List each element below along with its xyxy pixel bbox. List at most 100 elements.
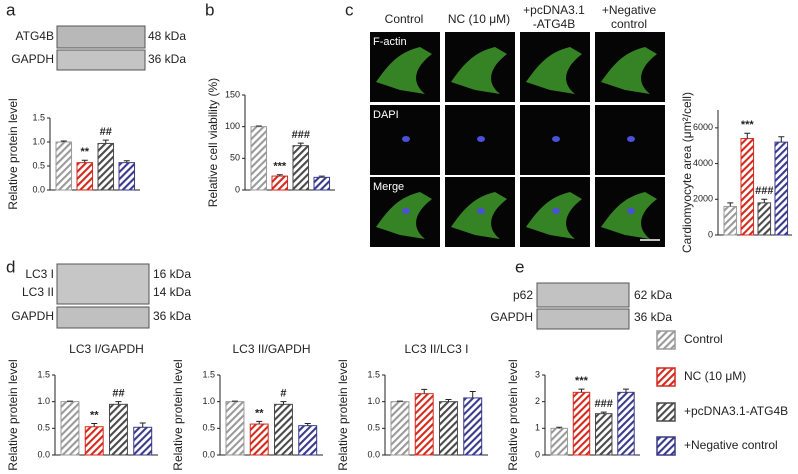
significance: ** — [80, 146, 89, 158]
bar — [109, 403, 128, 456]
legend-swatch — [656, 436, 676, 456]
blot-label: ATG4B — [16, 29, 54, 43]
legend-swatch — [656, 402, 676, 422]
bar — [550, 427, 568, 456]
y-tick-label: 0.5 — [367, 423, 380, 433]
y-tick-label: 0 — [708, 229, 713, 239]
error-bar — [778, 136, 785, 143]
bar — [225, 401, 245, 456]
y-tick-label: 0 — [535, 449, 540, 459]
bar — [390, 401, 410, 456]
significance: ### — [595, 398, 613, 410]
cell-shape — [451, 47, 507, 94]
y-tick-label: 1.0 — [367, 396, 380, 406]
cell-shape — [451, 192, 507, 239]
error-bar — [255, 125, 262, 127]
legend-swatch — [656, 330, 676, 350]
row-label: DAPI — [373, 109, 399, 121]
blot-strip — [56, 25, 146, 49]
bar — [313, 176, 331, 191]
legend-label: +Negative control — [684, 438, 778, 452]
error-bar — [761, 198, 768, 203]
error-bar — [304, 423, 311, 426]
blot-strip — [536, 282, 630, 308]
bar — [298, 425, 318, 456]
blot-label: GAPDH — [11, 309, 54, 323]
error-bar — [622, 388, 629, 393]
cell-shape — [601, 47, 657, 94]
cell-shape — [376, 192, 432, 239]
error-bar — [556, 426, 563, 429]
panel-label: d — [6, 257, 15, 276]
blot-label: p62 — [513, 288, 533, 302]
significance: *** — [273, 161, 287, 173]
significance: ** — [255, 407, 264, 419]
row-label: F-actin — [373, 36, 407, 48]
bar — [249, 423, 269, 456]
column-header: control — [611, 17, 647, 31]
y-tick-label: 100 — [225, 121, 240, 131]
y-tick-label: 4000 — [693, 158, 713, 168]
error-bar — [318, 175, 325, 178]
bar — [414, 393, 434, 456]
y-tick-label: 150 — [225, 89, 240, 99]
error-bar — [256, 420, 263, 425]
column-header: +pcDNA3.1 — [523, 3, 585, 17]
nucleus — [552, 136, 560, 142]
cell-shape — [601, 192, 657, 239]
blot-strip — [536, 308, 630, 330]
y-axis-label: Relative protein level — [6, 359, 20, 470]
significance: ## — [112, 388, 124, 400]
blot-size: 36 kDa — [153, 309, 191, 323]
y-tick-label: 0.5 — [37, 423, 50, 433]
error-bar — [280, 401, 287, 405]
cell-shape — [526, 47, 582, 94]
y-tick-label: 0.0 — [202, 449, 215, 459]
significance: *** — [575, 375, 589, 387]
significance: *** — [741, 119, 755, 131]
bar — [439, 401, 458, 456]
bar — [76, 162, 94, 191]
error-bar — [139, 422, 146, 428]
y-tick-label: 1.5 — [202, 369, 215, 379]
bar — [572, 391, 591, 456]
bar — [617, 391, 635, 456]
y-tick-label: 0.0 — [367, 449, 380, 459]
nucleus — [627, 208, 635, 214]
blot-size: 36 kDa — [634, 310, 672, 324]
y-tick-label: 1.0 — [37, 396, 50, 406]
blot-size: 62 kDa — [634, 288, 672, 302]
error-bar — [445, 399, 452, 402]
bar — [60, 401, 80, 456]
bar — [271, 175, 289, 191]
blot-label: GAPDH — [11, 52, 54, 66]
significance: ### — [292, 129, 310, 141]
error-bar — [469, 391, 476, 398]
blot-strip — [56, 49, 146, 71]
cell-shape — [526, 192, 582, 239]
significance: ## — [100, 126, 112, 138]
y-tick-label: 1.0 — [202, 396, 215, 406]
y-axis-label: Relative cell viability (%) — [206, 78, 220, 207]
cell-shape — [376, 47, 432, 94]
y-axis-label: Relative protein level — [171, 359, 185, 470]
error-bar — [115, 401, 122, 405]
bar — [595, 413, 613, 456]
y-tick-label: 2 — [535, 396, 540, 406]
y-tick-label: 50 — [230, 153, 240, 163]
significance: ### — [755, 185, 773, 197]
error-bar — [421, 388, 428, 394]
y-tick-label: 2000 — [693, 194, 713, 204]
y-tick-label: 0.0 — [37, 449, 50, 459]
blot-size: 14 kDa — [153, 285, 191, 299]
y-axis-label: Cardiomyocyte area (μm²/cell) — [680, 92, 694, 253]
error-bar — [578, 388, 585, 393]
y-tick-label: 1 — [535, 423, 540, 433]
bar — [463, 397, 483, 456]
error-bar — [81, 159, 88, 163]
y-tick-label: 0 — [235, 184, 240, 194]
y-tick-label: 1.5 — [367, 369, 380, 379]
error-bar — [102, 139, 109, 144]
error-bar — [276, 174, 283, 177]
